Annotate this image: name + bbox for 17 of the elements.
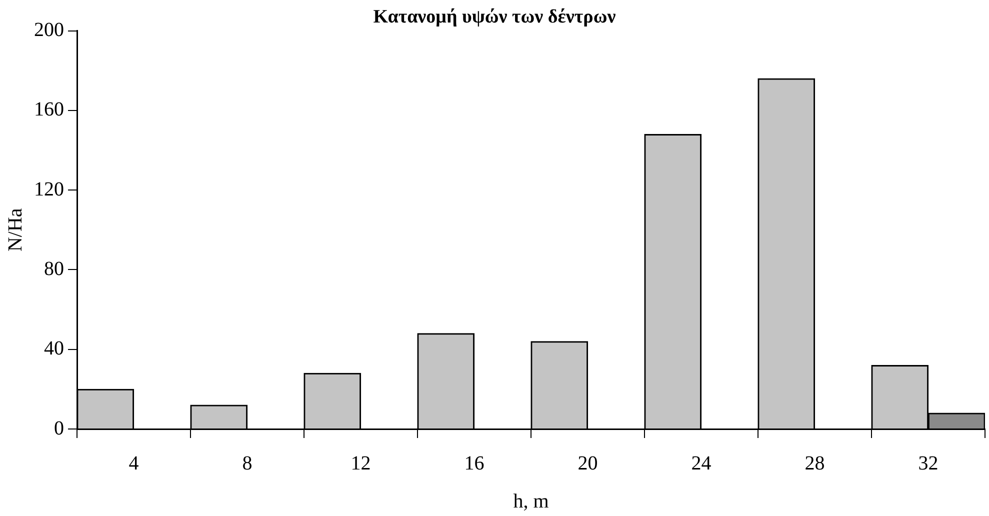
x-tick-label: 8 (242, 452, 252, 474)
y-tick-label: 120 (34, 178, 64, 200)
x-tick-label: 32 (918, 452, 938, 474)
y-tick-label: 40 (44, 338, 64, 360)
x-tick-label: 28 (804, 452, 825, 474)
x-tick-label: 20 (578, 452, 598, 474)
y-tick-label: 0 (54, 417, 64, 440)
x-tick-label: 12 (350, 452, 371, 474)
x-axis-title: h, m (513, 490, 550, 512)
y-tick-label: 200 (34, 19, 64, 42)
x-tick-label: 4 (128, 452, 139, 474)
x-tick-label: 24 (691, 452, 712, 474)
y-tick-label: 80 (44, 258, 64, 280)
chart-title: Κατανομή υψών των δέντρων (373, 6, 616, 28)
x-tick-label: 16 (464, 452, 484, 474)
y-tick-label: 160 (34, 98, 64, 121)
y-axis-title: N/Ha (4, 208, 26, 252)
